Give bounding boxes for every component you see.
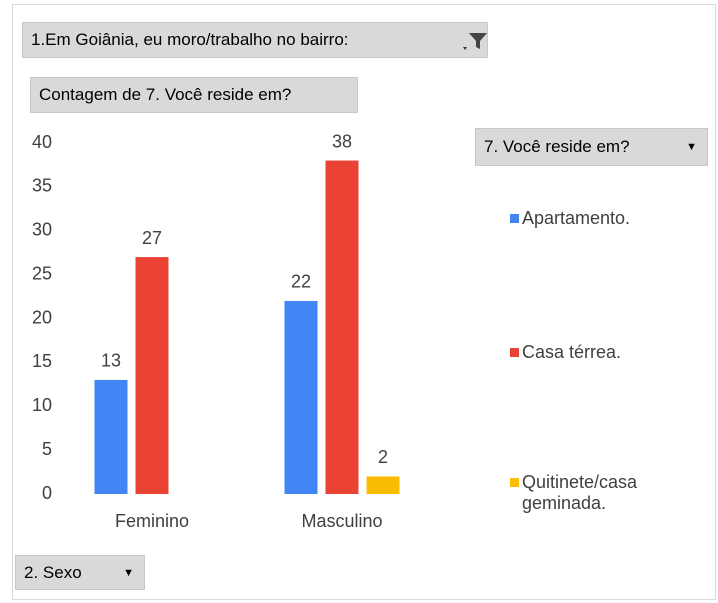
chart-border <box>12 4 716 600</box>
y-tick-label: 20 <box>32 307 52 327</box>
bar <box>94 379 128 494</box>
y-tick-label: 40 <box>32 132 52 152</box>
y-tick-label: 10 <box>32 395 52 415</box>
legend-swatch <box>510 478 519 487</box>
data-label: 38 <box>332 131 352 151</box>
data-label: 27 <box>142 228 162 248</box>
legend-label: Quitinete/casa geminada. <box>522 472 638 513</box>
legend-label: Casa térrea. <box>522 342 622 362</box>
y-tick-label: 0 <box>42 483 52 503</box>
report-filter-button[interactable]: 1.Em Goiânia, eu moro/trabalho no bairro… <box>22 22 488 58</box>
data-label: 13 <box>101 351 121 371</box>
dropdown-arrow: ▼ <box>123 566 134 579</box>
values-field-label: Contagem de 7. Você reside em? <box>39 85 292 104</box>
bar <box>325 160 359 495</box>
bar <box>366 476 400 494</box>
legend-swatch <box>510 348 519 357</box>
bar <box>135 257 169 494</box>
y-tick-label: 25 <box>32 263 52 283</box>
x-tick-label: Masculino <box>301 511 382 531</box>
legend-label: Apartamento. <box>522 208 631 228</box>
filter-icon <box>463 33 487 50</box>
legend-field-button[interactable]: 7. Você reside em? ▼ <box>475 128 708 166</box>
bar <box>284 300 318 494</box>
legend-item: Apartamento. <box>510 208 710 229</box>
y-tick-label: 35 <box>32 176 52 196</box>
data-label: 2 <box>378 447 388 467</box>
report-filter-label: 1.Em Goiânia, eu moro/trabalho no bairro… <box>31 30 349 49</box>
x-tick-label: Feminino <box>115 511 189 531</box>
legend-item: Quitinete/casa geminada. <box>510 472 710 514</box>
legend-swatch <box>510 214 519 223</box>
data-label: 22 <box>291 272 311 292</box>
dropdown-arrow: ▼ <box>686 141 697 153</box>
axis-field-label: 2. Sexo <box>24 562 82 582</box>
y-tick-label: 30 <box>32 220 52 240</box>
y-tick-label: 5 <box>42 439 52 459</box>
axis-field-button[interactable]: 2. Sexo ▼ <box>15 555 145 590</box>
values-field-button[interactable]: Contagem de 7. Você reside em? <box>30 77 358 113</box>
y-tick-label: 15 <box>32 351 52 371</box>
legend-field-label: 7. Você reside em? <box>484 137 630 156</box>
legend-item: Casa térrea. <box>510 342 710 363</box>
